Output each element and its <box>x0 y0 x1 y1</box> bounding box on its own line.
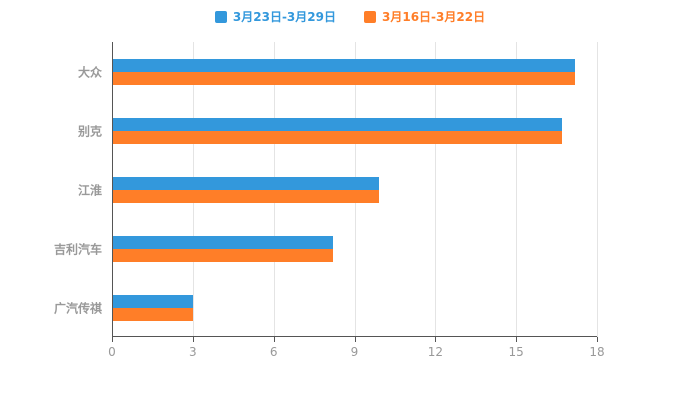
x-axis-tickmark <box>597 337 598 342</box>
x-axis-tick-label: 9 <box>350 345 359 359</box>
gridline <box>516 42 518 337</box>
y-axis-category-label: 江淮 <box>77 183 102 197</box>
bar-series-1[interactable] <box>112 176 379 190</box>
legend-swatch-icon <box>364 10 376 23</box>
x-axis-tick-label: 3 <box>189 345 197 359</box>
x-axis-tickmark <box>112 337 113 342</box>
x-axis-tickmark <box>273 337 275 342</box>
category-row: 别克 <box>78 101 597 160</box>
y-axis-category-label: 大众 <box>77 65 102 79</box>
y-axis-line <box>112 42 113 337</box>
category-row: 大众 <box>78 42 597 101</box>
bar-series-1[interactable] <box>112 294 193 308</box>
x-axis-tickmark <box>435 337 437 342</box>
x-axis-tick-label: 15 <box>508 345 524 359</box>
legend-label: 3月16日-3月22日 <box>382 10 486 24</box>
bar-series-2[interactable] <box>112 248 333 262</box>
category-row: 广汽传祺 <box>54 278 597 337</box>
legend-label: 3月23日-3月29日 <box>232 10 336 24</box>
bar-series-1[interactable] <box>112 117 562 131</box>
y-axis-category-label: 广汽传祺 <box>53 301 102 315</box>
x-axis-tick-label: 6 <box>269 345 278 359</box>
y-axis-category-label: 别克 <box>77 124 102 138</box>
chart-legend: 3月23日-3月29日 3月16日-3月22日 <box>0 8 700 25</box>
x-axis-line <box>112 336 597 337</box>
legend-item[interactable]: 3月16日-3月22日 <box>364 8 485 25</box>
x-axis-tick-label: 18 <box>589 345 605 359</box>
bar-series-2[interactable] <box>112 130 562 144</box>
x-axis-tickmark <box>192 337 194 342</box>
y-axis-category-label: 吉利汽车 <box>53 242 102 256</box>
legend-swatch-icon <box>214 10 227 23</box>
x-axis-tickmark <box>516 337 518 342</box>
bar-series-1[interactable] <box>112 58 576 72</box>
x-axis-tickmark <box>354 337 356 342</box>
gridline <box>597 42 598 337</box>
category-row: 江淮 <box>78 160 597 219</box>
x-axis-tick-label: 12 <box>427 345 443 359</box>
bar-series-2[interactable] <box>112 307 193 321</box>
bar-series-1[interactable] <box>112 235 333 249</box>
bar-series-2[interactable] <box>112 71 576 85</box>
x-axis-tick-label: 0 <box>108 345 116 359</box>
gridline <box>435 42 437 337</box>
category-row: 吉利汽车 <box>54 219 597 278</box>
legend-item[interactable]: 3月23日-3月29日 <box>214 8 336 25</box>
plot-area: 0 3 6 9 12 15 18 大众别克江淮吉利汽车广汽传祺 <box>54 42 605 359</box>
bar-series-2[interactable] <box>112 189 379 203</box>
